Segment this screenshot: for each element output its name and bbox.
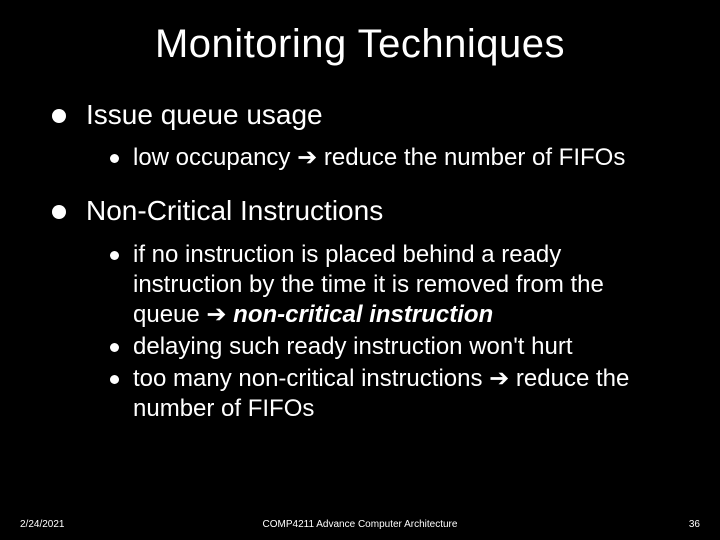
slide-footer: 2/24/2021 COMP4211 Advance Computer Arch… [0,519,720,530]
bullet-level1: Issue queue usage [52,97,678,133]
slide: Monitoring Techniques Issue queue usage … [0,0,720,540]
bullet-icon [110,375,119,384]
bullet-level2: delaying such ready instruction won't hu… [110,332,678,362]
bullet-text: Issue queue usage [86,97,323,133]
bullet-icon [52,109,66,123]
bullet-text: if no instruction is placed behind a rea… [133,240,678,330]
bullet-text: too many non-critical instructions ➔ red… [133,364,678,424]
emphasized-text: non-critical instruction [227,301,494,328]
bullet-text: Non-Critical Instructions [86,193,383,229]
slide-content: Issue queue usage low occupancy ➔ reduce… [42,97,678,424]
bullet-icon [110,154,119,163]
text-fragment: low occupancy [133,144,297,171]
bullet-text: delaying such ready instruction won't hu… [133,332,593,362]
bullet-text: low occupancy ➔ reduce the number of FIF… [133,143,645,173]
bullet-level2: too many non-critical instructions ➔ red… [110,364,678,424]
arrow-icon: ➔ [489,365,509,392]
sub-bullets: low occupancy ➔ reduce the number of FIF… [52,143,678,173]
bullet-icon [110,343,119,352]
text-fragment: reduce the number of FIFOs [317,144,625,171]
footer-date: 2/24/2021 [20,519,190,530]
slide-title: Monitoring Techniques [42,22,678,67]
arrow-icon: ➔ [206,301,226,328]
bullet-level1: Non-Critical Instructions [52,193,678,229]
footer-page-number: 36 [530,519,700,530]
arrow-icon: ➔ [297,144,317,171]
footer-course: COMP4211 Advance Computer Architecture [190,519,530,530]
sub-bullets: if no instruction is placed behind a rea… [52,240,678,424]
bullet-level2: if no instruction is placed behind a rea… [110,240,678,330]
text-fragment: too many non-critical instructions [133,365,489,392]
bullet-icon [110,251,119,260]
bullet-icon [52,205,66,219]
bullet-level2: low occupancy ➔ reduce the number of FIF… [110,143,678,173]
